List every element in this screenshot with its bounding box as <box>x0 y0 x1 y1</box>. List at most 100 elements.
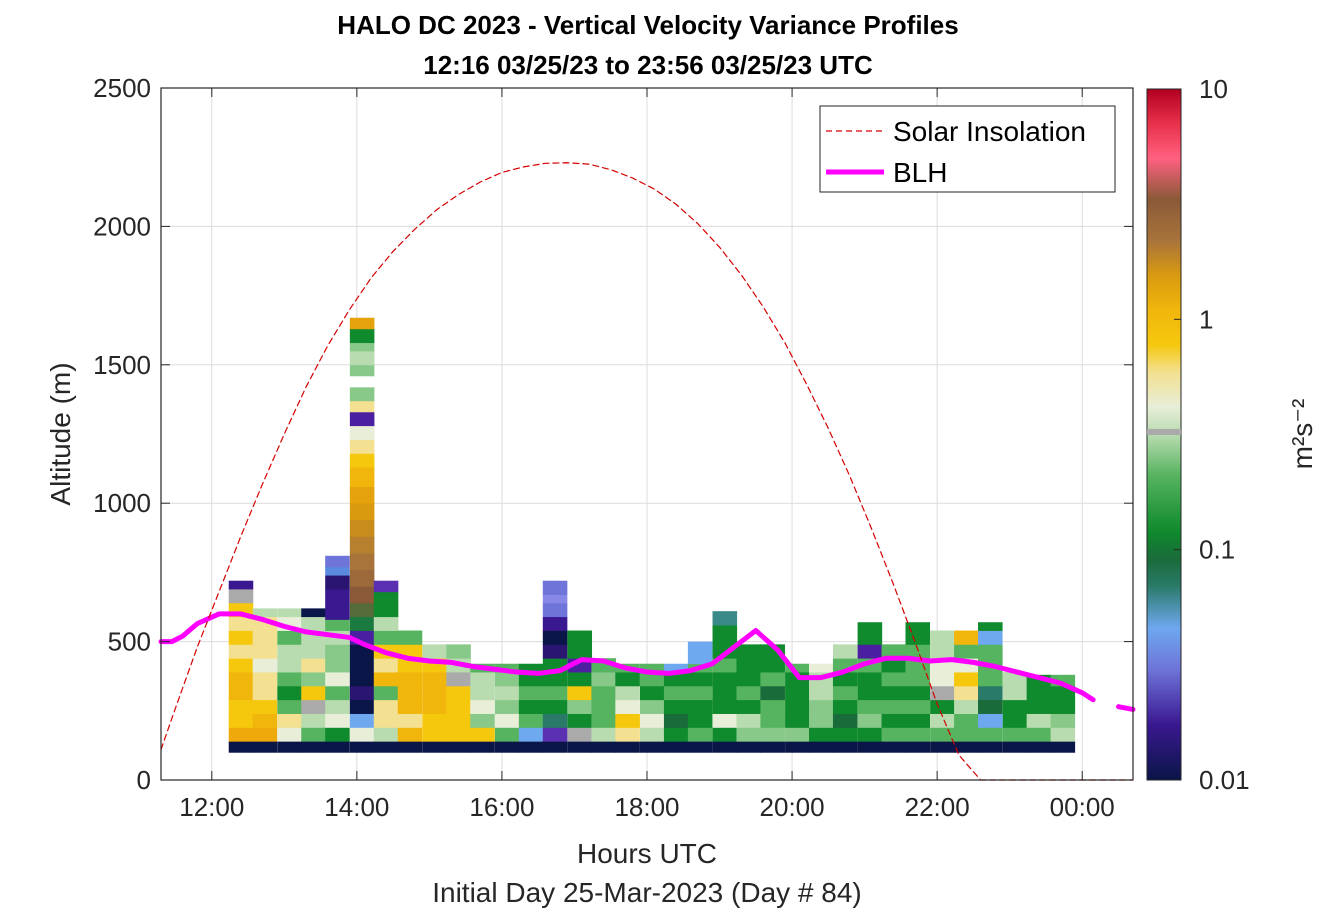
heatmap-cell-31-1 <box>978 727 1003 742</box>
heatmap-cell-27-1 <box>881 727 907 742</box>
heatmap-cell-30-2 <box>954 713 979 728</box>
heatmap-cell-5-17 <box>349 486 375 504</box>
heatmap-cell-5-27 <box>349 350 375 366</box>
heatmap-cell-6-6 <box>373 658 399 673</box>
heatmap-cell-2-0 <box>277 741 302 753</box>
heatmap-cell-24-3 <box>809 699 834 714</box>
heatmap-cell-34-5 <box>1050 674 1076 687</box>
heatmap-cell-15-5 <box>591 672 616 687</box>
heatmap-cell-15-3 <box>591 699 616 714</box>
heatmap-cell-1-7 <box>252 644 278 659</box>
heatmap-cell-3-5 <box>301 672 326 687</box>
heatmap-cell-20-0 <box>712 741 738 753</box>
heatmap-cell-28-8 <box>905 636 931 645</box>
heatmap-cell-4-0 <box>325 741 350 753</box>
blh-line-1 <box>1115 704 1136 712</box>
heatmap-cell-0-7 <box>228 644 254 659</box>
x-tick-label-6: 00:00 <box>1050 792 1115 822</box>
heatmap-cell-12-0 <box>518 741 544 753</box>
solar-insolation-line <box>160 162 1134 781</box>
heatmap-cell-29-2 <box>930 713 955 728</box>
y-tick-label-2: 1000 <box>93 488 151 518</box>
heatmap-cell-19-4 <box>687 685 713 701</box>
heatmap-cell-1-2 <box>252 713 278 728</box>
heatmap-cell-2-7 <box>277 644 302 659</box>
heatmap-cell-10-3 <box>470 699 495 714</box>
heatmap-cell-21-0 <box>736 741 762 753</box>
heatmap-cell-0-0 <box>228 741 254 753</box>
heatmap-cell-11-6 <box>494 663 520 673</box>
heatmap-cell-5-26 <box>349 364 375 377</box>
heatmap-cell-5-2 <box>349 713 375 728</box>
heatmap-cell-4-11 <box>325 589 350 604</box>
heatmap-cell-27-0 <box>881 741 907 753</box>
y-tick-label-1: 500 <box>108 627 151 657</box>
heatmap-cell-0-12 <box>228 580 254 590</box>
heatmap-cell-23-1 <box>785 727 810 742</box>
heatmap-cell-17-5 <box>640 672 665 687</box>
x-tick-label-5: 22:00 <box>905 792 970 822</box>
heatmap-cell-5-1 <box>349 727 375 742</box>
heatmap-cell-4-12 <box>325 575 350 590</box>
heatmap-cell-27-5 <box>881 672 907 687</box>
heatmap-cell-6-4 <box>373 685 399 701</box>
heatmap-cell-5-3 <box>349 699 375 714</box>
heatmap-cell-0-3 <box>228 699 254 714</box>
heatmap-cell-18-0 <box>663 741 689 753</box>
heatmap-cell-32-2 <box>1002 713 1028 728</box>
legend-box <box>819 105 1116 193</box>
heatmap-cell-16-5 <box>615 672 640 687</box>
heatmap-cell-7-4 <box>397 685 423 701</box>
heatmap-cell-8-2 <box>422 713 447 728</box>
heatmap-cell-5-28 <box>349 342 375 352</box>
heatmap-cell-4-7 <box>325 644 350 659</box>
heatmap-cell-12-1 <box>518 727 544 742</box>
heatmap-cell-19-1 <box>687 727 713 742</box>
heatmap-cell-1-4 <box>252 685 278 701</box>
heatmap-cell-4-3 <box>325 699 350 714</box>
heatmap-cell-31-0 <box>978 741 1003 753</box>
heatmap-cell-7-8 <box>397 630 423 645</box>
heatmap-cell-4-2 <box>325 713 350 728</box>
heatmap-cell-22-0 <box>760 741 785 753</box>
heatmap-cell-30-3 <box>954 699 979 714</box>
x-tick-label-3: 18:00 <box>614 792 679 822</box>
y-tick-label-5: 2500 <box>93 73 151 103</box>
heatmap-cell-5-19 <box>349 453 375 468</box>
heatmap-cell-28-5 <box>905 672 931 687</box>
heatmap-cell-21-1 <box>736 727 762 742</box>
heatmap-cell-18-6 <box>663 663 689 673</box>
heatmap-cell-21-7 <box>736 644 762 659</box>
heatmap-cell-14-3 <box>567 699 593 714</box>
chart-subtitle: 12:16 03/25/23 to 23:56 03/25/23 UTC <box>423 50 873 80</box>
heatmap-cell-5-23 <box>349 400 375 413</box>
heatmap-cell-28-0 <box>905 741 931 753</box>
heatmap-cell-3-7 <box>301 644 326 659</box>
heatmap-cell-13-8 <box>542 630 568 645</box>
heatmap-cell-8-7 <box>422 644 447 659</box>
heatmap-cell-5-24 <box>349 386 375 402</box>
heatmap-cell-30-4 <box>954 685 979 701</box>
heatmap-cell-29-3 <box>930 699 955 714</box>
heatmap-cell-0-5 <box>228 672 254 687</box>
heatmap-cell-13-9 <box>542 616 568 631</box>
heatmap-cell-5-6 <box>349 658 375 673</box>
heatmap-cell-9-5 <box>446 672 471 687</box>
heatmap-cell-11-5 <box>494 672 520 687</box>
heatmap-cell-1-5 <box>252 672 278 687</box>
heatmap-cell-27-3 <box>881 699 907 714</box>
heatmap-cell-10-1 <box>470 727 495 742</box>
heatmap-cell-25-7 <box>832 644 858 659</box>
heatmap-cell-6-5 <box>373 672 399 687</box>
heatmap-cell-29-5 <box>930 672 955 687</box>
heatmap-cell-13-12 <box>542 580 568 595</box>
heatmap-cell-12-3 <box>518 699 544 714</box>
heatmap-cell-26-0 <box>857 741 883 753</box>
heatmap-cell-29-7 <box>930 644 955 659</box>
heatmap-cell-12-6 <box>518 663 544 673</box>
heatmap-cell-4-6 <box>325 658 350 673</box>
heatmap-cell-20-9 <box>712 611 738 626</box>
heatmap-cell-1-6 <box>252 658 278 673</box>
heatmap-cell-17-0 <box>640 741 665 753</box>
heatmap-cell-21-3 <box>736 699 762 714</box>
